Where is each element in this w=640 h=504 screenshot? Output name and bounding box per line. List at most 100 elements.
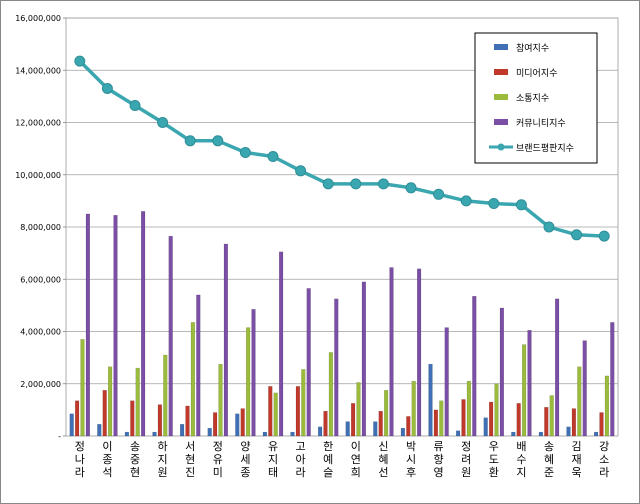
legend-swatch — [494, 69, 508, 75]
line-point-6 — [212, 135, 224, 147]
bar-3-4 — [163, 354, 168, 437]
bar-2-1 — [74, 400, 80, 437]
legend-swatch-marker — [497, 143, 505, 151]
line-point-12 — [377, 178, 389, 190]
bar-4-17 — [527, 329, 532, 437]
bar-4-20 — [610, 322, 615, 437]
y-tick-label: 6,000,000 — [20, 275, 61, 284]
line-point-4 — [157, 117, 169, 128]
bar-1-9 — [290, 431, 295, 437]
bar-4-19 — [582, 340, 587, 437]
bar-4-7 — [251, 309, 256, 437]
bar-4-3 — [140, 211, 146, 437]
bar-3-13 — [411, 380, 416, 437]
ticks-layer: - 2,000,000 4,000,000 6,000,000 8,000,000 10,… — [15, 14, 61, 441]
bar-3-5 — [190, 322, 195, 437]
line-point-9 — [295, 165, 307, 177]
bar-1-3 — [124, 431, 129, 437]
bar-1-2 — [97, 424, 102, 437]
bar-4-12 — [389, 267, 394, 437]
bar-3-9 — [301, 369, 306, 437]
bar-1-8 — [262, 431, 267, 437]
line-point-5 — [184, 135, 196, 147]
bar-2-19 — [571, 408, 576, 437]
bar-2-18 — [544, 407, 549, 437]
line-point-18 — [543, 221, 555, 233]
bar-3-11 — [356, 382, 361, 437]
line-point-11 — [350, 178, 362, 190]
bar-1-1 — [69, 413, 74, 437]
legend-swatch — [494, 94, 508, 100]
bar-2-13 — [406, 416, 411, 437]
bar-1-11 — [345, 421, 350, 437]
bar-2-9 — [295, 386, 300, 437]
bar-4-10 — [334, 298, 339, 437]
bar-2-20 — [599, 412, 604, 437]
bar-3-18 — [549, 395, 554, 437]
bar-4-6 — [223, 243, 228, 437]
bar-3-17 — [522, 344, 527, 437]
y-tick-label: 12,000,000 — [15, 119, 61, 128]
bar-1-4 — [152, 431, 157, 437]
line-point-8 — [267, 151, 279, 162]
bar-3-14 — [439, 400, 444, 437]
bar-3-10 — [328, 352, 333, 437]
bar-4-11 — [361, 281, 366, 437]
bar-3-3 — [135, 367, 140, 437]
line-point-1 — [74, 55, 86, 67]
bar-4-15 — [472, 296, 477, 437]
bar-2-16 — [489, 401, 494, 437]
bar-1-7 — [235, 413, 240, 437]
bar-1-5 — [179, 424, 185, 437]
bar-3-6 — [218, 363, 223, 437]
line-point-19 — [571, 229, 583, 241]
legend-label: 커뮤니티지수 — [516, 118, 566, 129]
line-point-20 — [598, 230, 610, 242]
bar-2-6 — [212, 412, 218, 437]
bar-3-15 — [466, 380, 471, 437]
bar-4-14 — [444, 327, 449, 437]
bar-1-16 — [483, 417, 488, 437]
bar-3-20 — [604, 375, 609, 437]
bar-2-4 — [157, 404, 162, 437]
y-tick-label: 16,000,000 — [15, 14, 61, 23]
bar-2-12 — [378, 410, 383, 437]
bar-1-18 — [538, 431, 543, 437]
bar-3-8 — [273, 392, 278, 437]
line-point-14 — [433, 188, 445, 200]
bar-1-20 — [594, 431, 599, 437]
bar-1-6 — [207, 427, 212, 437]
bar-2-7 — [240, 408, 245, 437]
bar-4-9 — [306, 288, 311, 437]
bar-4-8 — [279, 251, 284, 437]
bar-4-13 — [417, 268, 422, 437]
bar-3-7 — [245, 327, 251, 437]
y-tick-label: 4,000,000 — [20, 328, 61, 337]
y-tick-label: - — [58, 432, 61, 441]
y-tick-label: 8,000,000 — [20, 223, 61, 232]
bar-1-13 — [400, 427, 405, 437]
legend-swatch — [494, 119, 508, 125]
bar-4-1 — [85, 213, 90, 437]
bar-3-16 — [494, 383, 499, 437]
bar-3-1 — [80, 339, 85, 437]
bar-2-2 — [102, 390, 107, 437]
bar-2-5 — [185, 405, 190, 437]
bar-1-15 — [456, 430, 461, 437]
bar-1-10 — [318, 426, 323, 437]
bar-2-8 — [268, 386, 273, 437]
line-point-2 — [101, 83, 113, 94]
